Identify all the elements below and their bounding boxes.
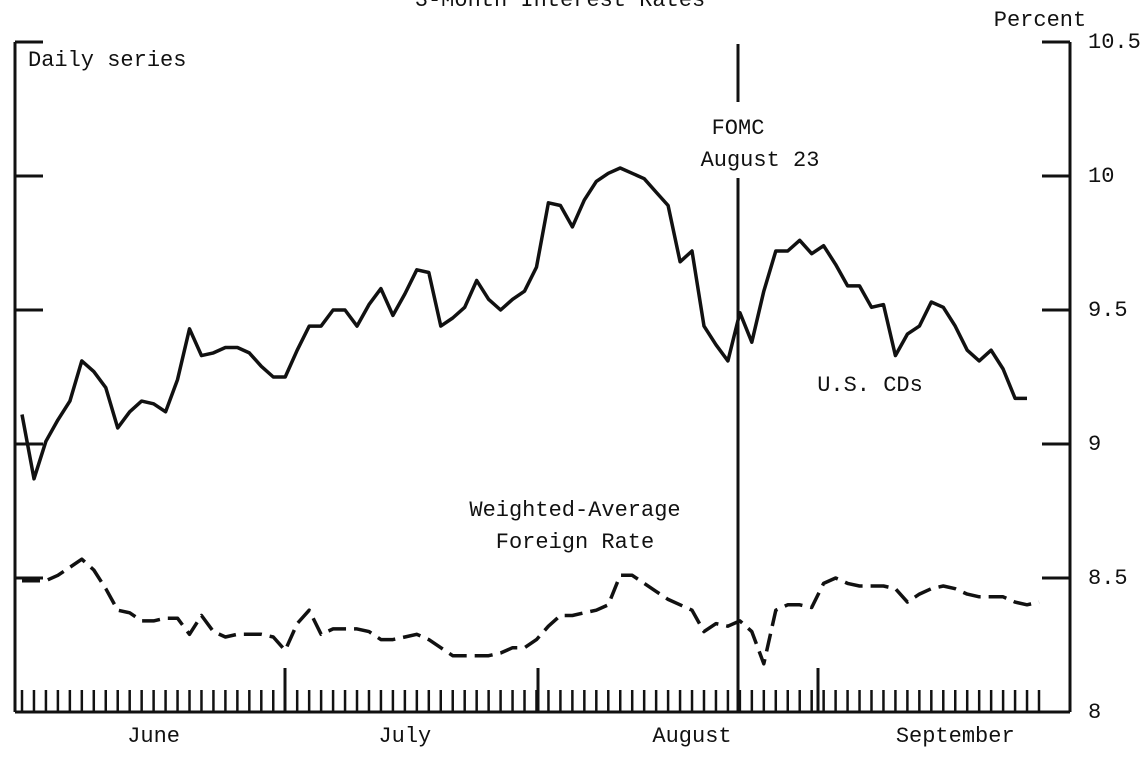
y-tick-label: 10 [1088, 164, 1114, 189]
y-tick-label: 9.5 [1088, 298, 1128, 323]
y-tick-label: 9 [1088, 432, 1101, 457]
subtitle: Daily series [28, 48, 186, 73]
annotation: Weighted-Average [469, 498, 680, 523]
x-tick-label: September [896, 724, 1015, 749]
chart-title: 3-Month Interest Rates [415, 0, 705, 13]
x-tick-label: August [652, 724, 731, 749]
series-line [22, 557, 1040, 666]
annotation: August 23 [701, 148, 820, 173]
y-axis-label: Percent [994, 8, 1086, 33]
annotation: Foreign Rate [496, 530, 654, 555]
y-tick-label: 8 [1088, 700, 1101, 725]
x-tick-label: June [127, 724, 180, 749]
annotation: U.S. CDs [817, 373, 923, 398]
series-line [20, 166, 1027, 481]
y-tick-label: 10.5 [1088, 30, 1141, 55]
y-tick-label: 8.5 [1088, 566, 1128, 591]
x-tick-label: July [378, 724, 431, 749]
annotation: FOMC [712, 116, 765, 141]
